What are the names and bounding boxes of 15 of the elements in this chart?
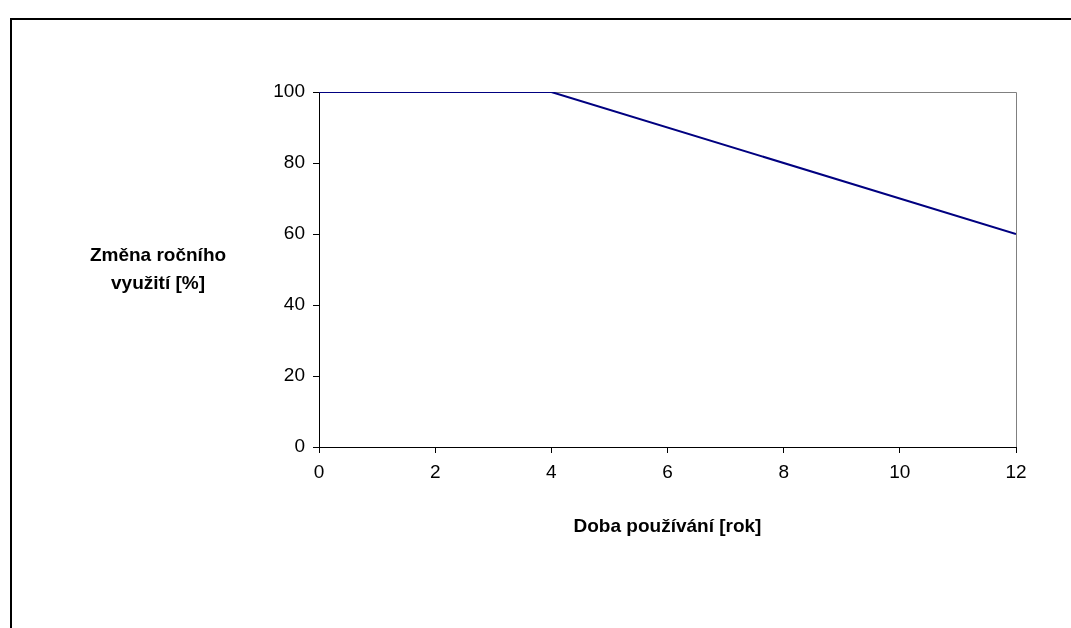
- x-axis-title: Doba používání [rok]: [573, 515, 762, 537]
- x-tick-label: 8: [778, 460, 789, 482]
- y-tick-label: 80: [283, 151, 305, 173]
- x-tick-label: 10: [889, 460, 911, 482]
- y-tick-label: 100: [273, 80, 305, 102]
- y-tick-label: 20: [283, 364, 305, 386]
- y-tick-label: 40: [283, 293, 305, 315]
- x-tick-label: 0: [313, 460, 325, 482]
- x-tick-label: 2: [429, 460, 441, 482]
- y-axis-title: Změna ročního využití [%]: [89, 243, 227, 293]
- x-tick-label: 12: [1005, 460, 1027, 482]
- x-tick-label: 6: [662, 460, 673, 482]
- y-tick-label: 0: [294, 435, 305, 457]
- x-tick-label: 4: [546, 460, 558, 482]
- y-tick-label: 60: [283, 222, 305, 244]
